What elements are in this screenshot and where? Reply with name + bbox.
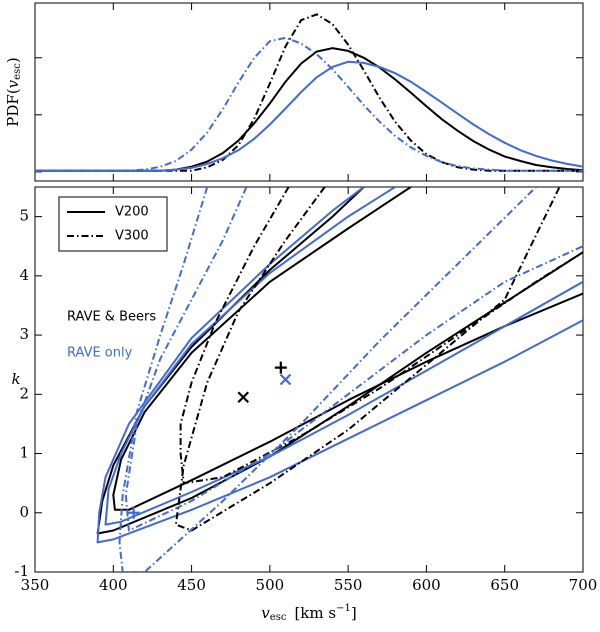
x-tick-label: 350 xyxy=(21,576,50,594)
contour-line xyxy=(118,187,537,572)
pdf-curve xyxy=(35,13,583,172)
bottom-y-label: k xyxy=(11,370,20,388)
top-y-label: PDF(vesc) xyxy=(4,57,23,126)
point-marker xyxy=(237,391,250,404)
annotation: RAVE & Beers xyxy=(67,310,156,325)
x-tick-label: 450 xyxy=(177,576,206,594)
point-marker xyxy=(127,506,140,519)
y-tick-label: 3 xyxy=(19,325,29,343)
x-tick-label: 400 xyxy=(99,576,128,594)
point-marker xyxy=(279,373,292,386)
point-marker xyxy=(274,361,287,374)
legend-label: V300 xyxy=(115,229,149,244)
plot-frame xyxy=(34,186,584,573)
x-tick-label: 700 xyxy=(569,576,598,594)
x-tick-label: 550 xyxy=(334,576,363,594)
curves xyxy=(35,13,583,172)
y-tick-label: 4 xyxy=(19,266,29,284)
contour-line xyxy=(179,187,583,485)
contours xyxy=(96,187,583,572)
y-tick-label: 2 xyxy=(19,384,29,402)
contour-line xyxy=(174,187,561,532)
y-tick-label: 0 xyxy=(19,503,29,521)
x-label: vesc [km s−1] xyxy=(261,603,356,623)
legend-label: V200 xyxy=(115,205,149,220)
contour-line xyxy=(124,187,583,532)
legend-box xyxy=(58,196,168,252)
pdf-curve xyxy=(35,47,583,172)
y-tick-label: 5 xyxy=(19,207,29,225)
y-tick-label: 1 xyxy=(19,444,29,462)
contour-line xyxy=(96,187,583,544)
x-tick-label: 500 xyxy=(256,576,285,594)
y-tick-label: -1 xyxy=(14,562,29,580)
x-tick-label: 650 xyxy=(490,576,519,594)
annotation: RAVE only xyxy=(67,346,133,361)
contour-line xyxy=(96,187,583,535)
contour-line xyxy=(104,187,583,526)
pdf-curve xyxy=(35,60,583,172)
x-tick-label: 600 xyxy=(412,576,441,594)
plot-frame xyxy=(34,2,584,182)
